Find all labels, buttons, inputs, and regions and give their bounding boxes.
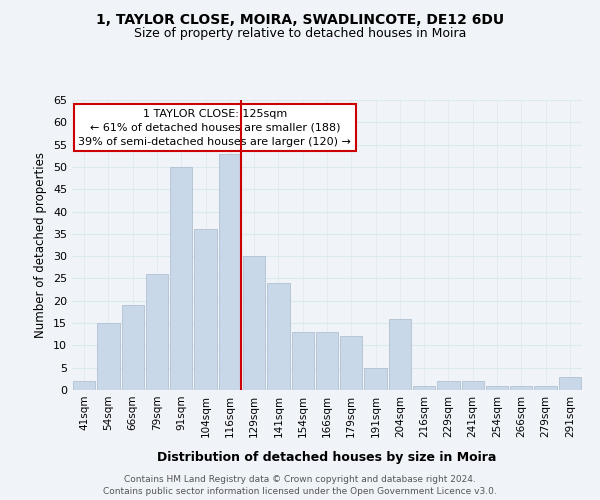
Bar	[73, 381, 95, 390]
Bar	[97, 323, 119, 390]
Bar	[559, 376, 581, 390]
Bar	[437, 381, 460, 390]
Bar	[218, 154, 241, 390]
Text: Size of property relative to detached houses in Moira: Size of property relative to detached ho…	[134, 28, 466, 40]
Bar	[146, 274, 168, 390]
Bar	[243, 256, 265, 390]
Y-axis label: Number of detached properties: Number of detached properties	[34, 152, 47, 338]
Bar	[486, 386, 508, 390]
Bar	[413, 386, 436, 390]
Text: Contains public sector information licensed under the Open Government Licence v3: Contains public sector information licen…	[103, 486, 497, 496]
Text: Contains HM Land Registry data © Crown copyright and database right 2024.: Contains HM Land Registry data © Crown c…	[124, 476, 476, 484]
Bar	[461, 381, 484, 390]
Bar	[340, 336, 362, 390]
Bar	[535, 386, 557, 390]
Bar	[510, 386, 532, 390]
Bar	[194, 230, 217, 390]
Bar	[170, 167, 193, 390]
Bar	[316, 332, 338, 390]
Bar	[364, 368, 387, 390]
Text: 1 TAYLOR CLOSE: 125sqm
← 61% of detached houses are smaller (188)
39% of semi-de: 1 TAYLOR CLOSE: 125sqm ← 61% of detached…	[79, 108, 351, 146]
Text: Distribution of detached houses by size in Moira: Distribution of detached houses by size …	[157, 451, 497, 464]
Bar	[389, 318, 411, 390]
Bar	[122, 305, 144, 390]
Text: 1, TAYLOR CLOSE, MOIRA, SWADLINCOTE, DE12 6DU: 1, TAYLOR CLOSE, MOIRA, SWADLINCOTE, DE1…	[96, 12, 504, 26]
Bar	[292, 332, 314, 390]
Bar	[267, 283, 290, 390]
